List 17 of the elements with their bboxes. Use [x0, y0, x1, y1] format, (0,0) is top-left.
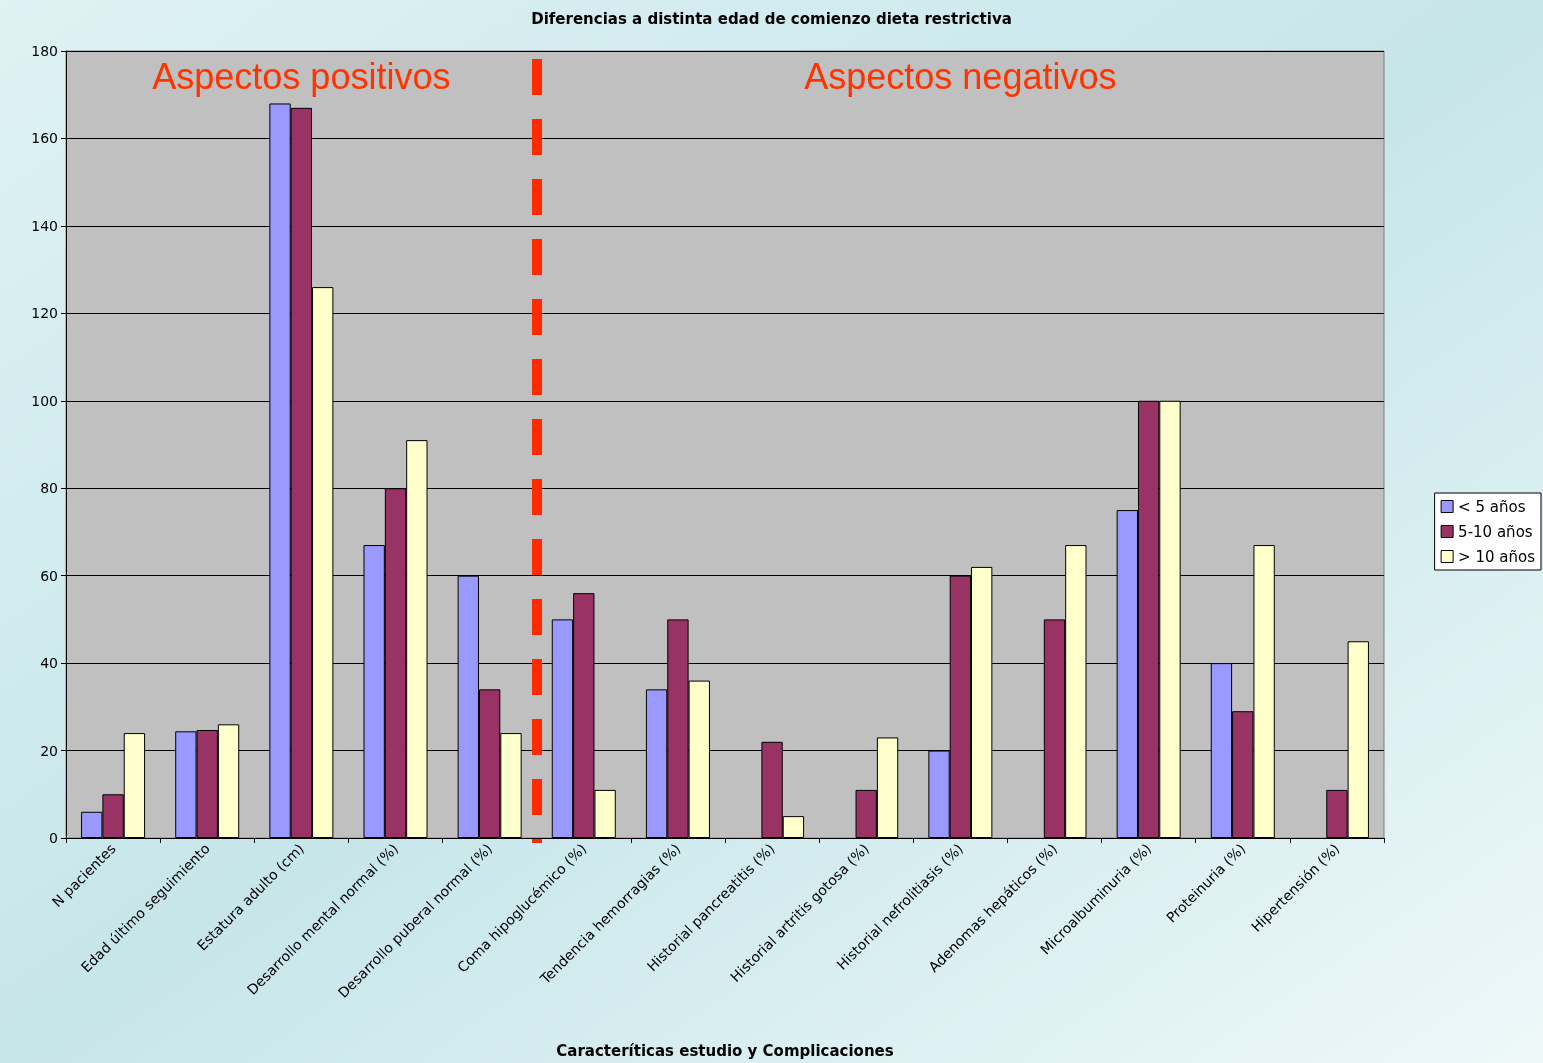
y-tick-label: 180 [31, 43, 58, 59]
annotation: Aspectos positivos [152, 55, 451, 97]
x-axis-title: Caracteríticas estudio y Complicaciones [556, 1041, 894, 1060]
annotation: Aspectos negativos [804, 55, 1117, 97]
legend-label: > 10 años [1458, 547, 1536, 566]
y-tick-label: 80 [40, 480, 58, 497]
y-tick-label: 100 [31, 392, 58, 409]
y-tick-label: 140 [31, 217, 58, 234]
y-tick-label: 0 [49, 830, 58, 846]
y-tick-label: 40 [40, 655, 58, 672]
y-tick-label: 20 [40, 742, 58, 759]
y-tick-label: 120 [31, 305, 58, 322]
legend-label: < 5 años [1458, 497, 1526, 516]
y-tick-label: 60 [40, 567, 58, 584]
y-tick-label: 160 [31, 130, 58, 147]
legend-label: 5-10 años [1458, 522, 1533, 541]
chart-title: Diferencias a distinta edad de comienzo dieta restrictiva [531, 9, 1012, 28]
